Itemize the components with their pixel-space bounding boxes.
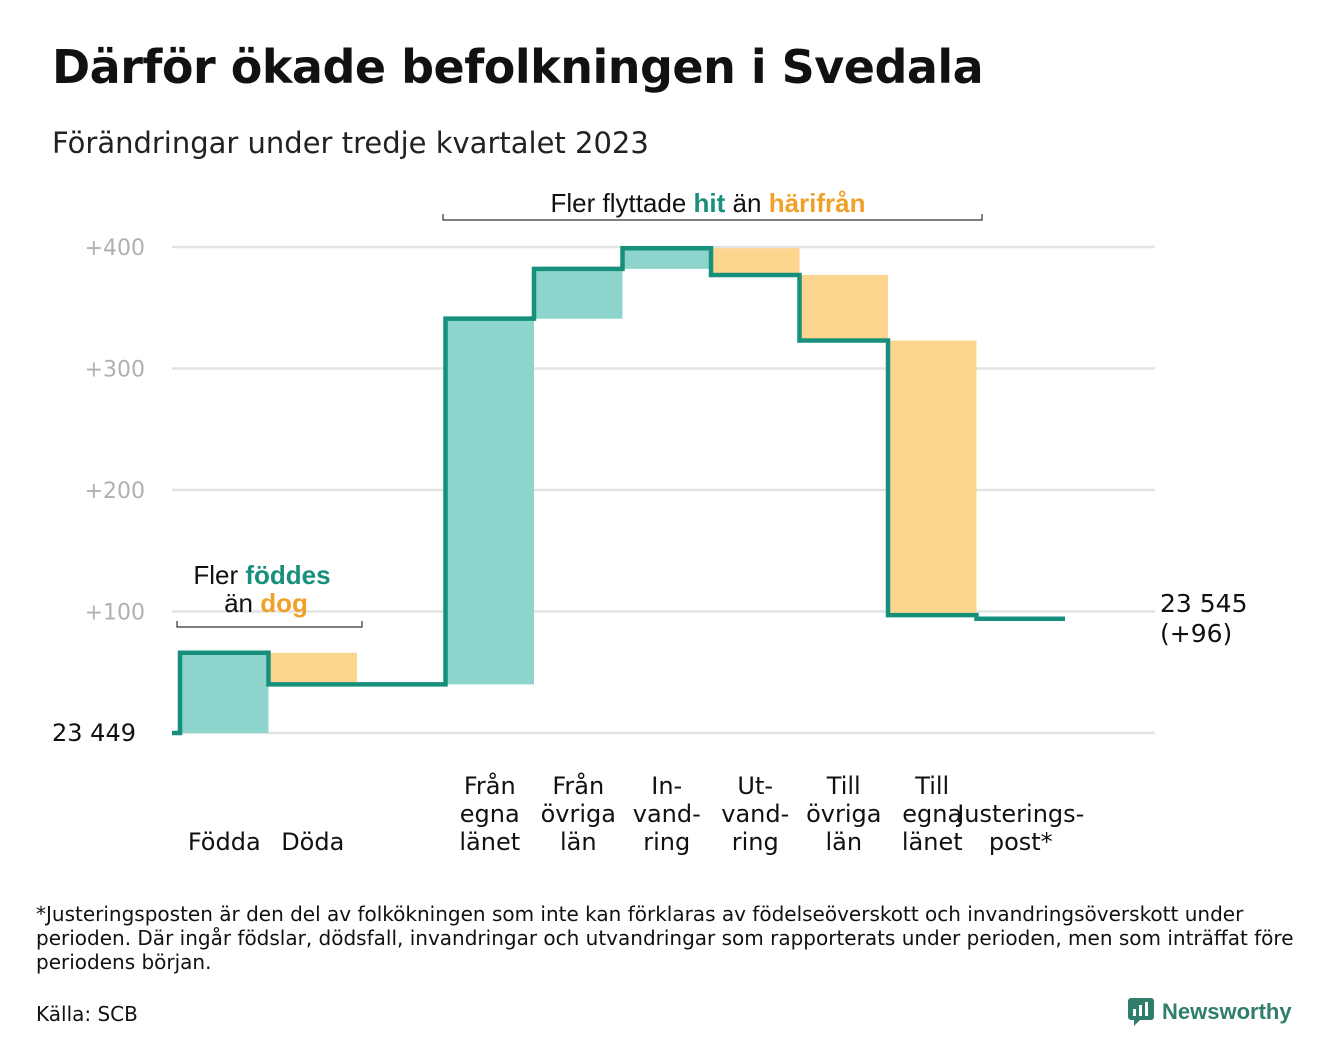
chart-title: Därför ökade befolkningen i Svedala (52, 40, 984, 94)
annotation-part: än (725, 188, 768, 218)
annotation-part: hit (694, 188, 726, 218)
annotation-bracket-moves (442, 214, 983, 221)
source-note: Källa: SCB (36, 1002, 138, 1026)
category-label: Från (464, 771, 516, 800)
waterfall-bar (799, 274, 888, 341)
category-label: län (825, 828, 862, 856)
category-label: In- (651, 772, 682, 800)
logo-text: Newsworthy (1162, 999, 1292, 1024)
chart-subtitle: Förändringar under tredje kvartalet 2023 (52, 126, 649, 160)
y-tick-label: +200 (85, 479, 145, 504)
category-label: Till (914, 772, 949, 800)
category-label: Till (826, 772, 861, 800)
end-total-label: 23 545 (1160, 589, 1247, 618)
category-label: vand- (633, 800, 701, 828)
category-label: Ut- (737, 772, 773, 800)
footnote: *Justeringsposten är den del av folkökni… (36, 902, 1294, 974)
category-label: län (560, 828, 597, 856)
category-label: Döda (281, 828, 344, 856)
category-label: Från (552, 771, 604, 800)
cumulative-step-line (172, 245, 1065, 736)
baseline-value-label: 23 449 (52, 719, 136, 747)
y-tick-label: +100 (85, 601, 145, 626)
waterfall-bar (711, 248, 800, 275)
annotation-moves: Fler flyttade hit än härifrån (550, 188, 865, 218)
category-label: Justerings- (955, 800, 1084, 828)
y-tick-label: +300 (85, 358, 145, 383)
waterfall-bar (888, 340, 977, 616)
category-label: övriga (541, 800, 616, 828)
category-label: Födda (188, 828, 261, 856)
waterfall-bar (180, 652, 269, 733)
category-label: vand- (721, 800, 789, 828)
annotation-births-line1: Fler föddes (193, 560, 330, 590)
waterfall-bar (534, 268, 623, 319)
waterfall-bar (268, 652, 357, 685)
annotation-part: föddes (245, 560, 330, 590)
category-label: övriga (806, 800, 881, 828)
annotation-part: än (224, 588, 260, 618)
category-label: ring (643, 828, 690, 856)
y-tick-label: +400 (85, 236, 145, 261)
category-label: post* (989, 828, 1053, 856)
category-label: egna (460, 800, 520, 828)
newsworthy-logo: Newsworthy (1128, 998, 1292, 1026)
annotation-part: Fler flyttade (550, 188, 693, 218)
category-label: ring (732, 828, 779, 856)
annotation-part: dog (260, 588, 308, 618)
waterfall-bar (622, 248, 711, 269)
category-label: länet (902, 828, 963, 856)
waterfall-bar (445, 318, 534, 685)
category-label: länet (459, 828, 520, 856)
annotation-births-line2: än dog (224, 588, 308, 618)
category-label: egna (902, 800, 962, 828)
annotation-bracket-births (176, 621, 363, 628)
annotation-part: härifrån (769, 188, 866, 218)
end-change-label: (+96) (1160, 619, 1232, 648)
annotation-part: Fler (193, 560, 245, 590)
newsworthy-icon (1128, 998, 1154, 1026)
